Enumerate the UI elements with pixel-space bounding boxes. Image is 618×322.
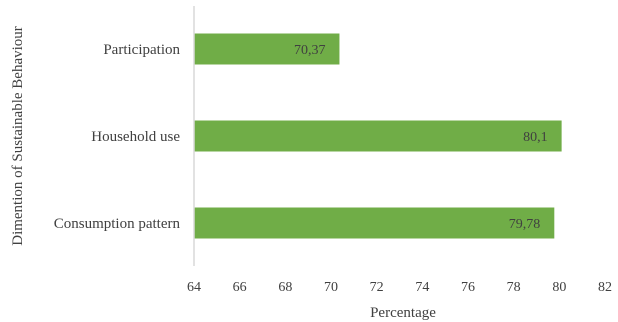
x-tick-label: 64: [187, 280, 201, 295]
x-tick-label: 72: [370, 280, 384, 295]
x-tick-label: 78: [507, 280, 521, 295]
data-label: 79,78: [509, 217, 541, 232]
y-axis-title: Dimention of Sustainable Behaviour: [10, 26, 26, 246]
x-tick-label: 82: [598, 280, 612, 295]
x-tick-label: 76: [461, 280, 475, 295]
data-label: 80,1: [523, 130, 548, 145]
bar-participation: [194, 33, 340, 65]
x-tick-label: 80: [552, 280, 566, 295]
data-label: 70,37: [294, 43, 326, 58]
bar-household-use: [194, 120, 562, 152]
category-label: Household use: [91, 129, 180, 145]
bars-layer: [194, 33, 562, 239]
x-tick-labels: 64 66 68 70 72 74 76 78 80 82: [187, 280, 612, 295]
x-axis-title: Percentage: [370, 305, 436, 321]
bar-consumption-pattern: [194, 207, 555, 239]
data-labels: 70,37 80,1 79,78: [294, 43, 548, 232]
category-label: Consumption pattern: [54, 216, 181, 232]
x-tick-label: 68: [278, 280, 292, 295]
x-tick-label: 70: [324, 280, 338, 295]
category-label: Participation: [103, 42, 180, 58]
x-tick-label: 74: [415, 280, 429, 295]
x-tick-label: 66: [233, 280, 247, 295]
category-labels: Participation Household use Consumption pa…: [54, 42, 181, 232]
